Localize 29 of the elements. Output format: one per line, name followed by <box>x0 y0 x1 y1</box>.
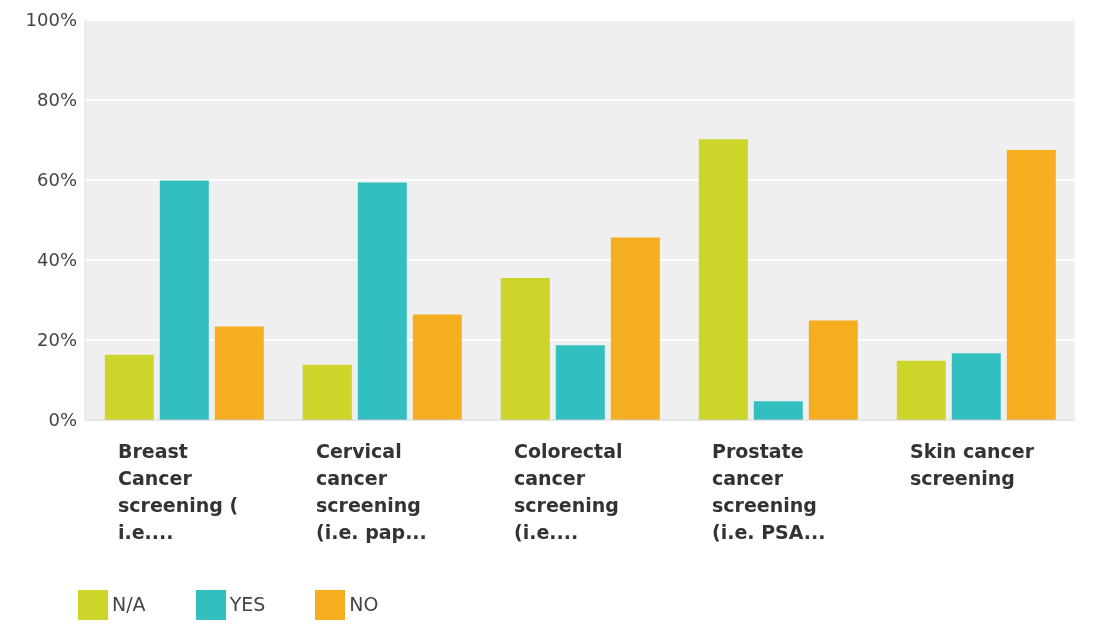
x-tick-label: Colorectal cancer screening (i.e.... <box>514 440 623 543</box>
legend-label: YES <box>229 592 266 615</box>
x-tick-label: Cervical cancer screening (i.e. pap... <box>316 440 427 543</box>
y-tick-label: 80% <box>36 89 77 111</box>
bar <box>357 182 407 420</box>
bar <box>951 353 1001 420</box>
bar <box>302 364 352 420</box>
bar <box>214 326 264 420</box>
bar <box>104 354 154 420</box>
bar <box>698 139 748 420</box>
bar <box>610 237 660 420</box>
bar <box>896 360 946 420</box>
y-tick-label: 40% <box>36 249 77 271</box>
legend-label: NO <box>349 592 379 615</box>
x-tick-label: Skin cancer screening <box>910 440 1035 489</box>
bar <box>555 345 605 420</box>
legend-label: N/A <box>112 592 146 615</box>
bar <box>1006 150 1056 420</box>
bar <box>753 401 803 420</box>
bar <box>500 278 550 420</box>
bar <box>808 320 858 420</box>
bar <box>159 180 209 420</box>
y-tick-label: 20% <box>36 329 77 351</box>
y-tick-label: 0% <box>48 409 77 431</box>
y-tick-label: 60% <box>36 169 77 191</box>
y-tick-label: 100% <box>25 9 77 31</box>
x-tick-label: Prostate cancer screening (i.e. PSA... <box>712 440 826 543</box>
x-tick-label: Breast Cancer screening ( i.e.... <box>118 440 239 543</box>
bar <box>412 314 462 420</box>
